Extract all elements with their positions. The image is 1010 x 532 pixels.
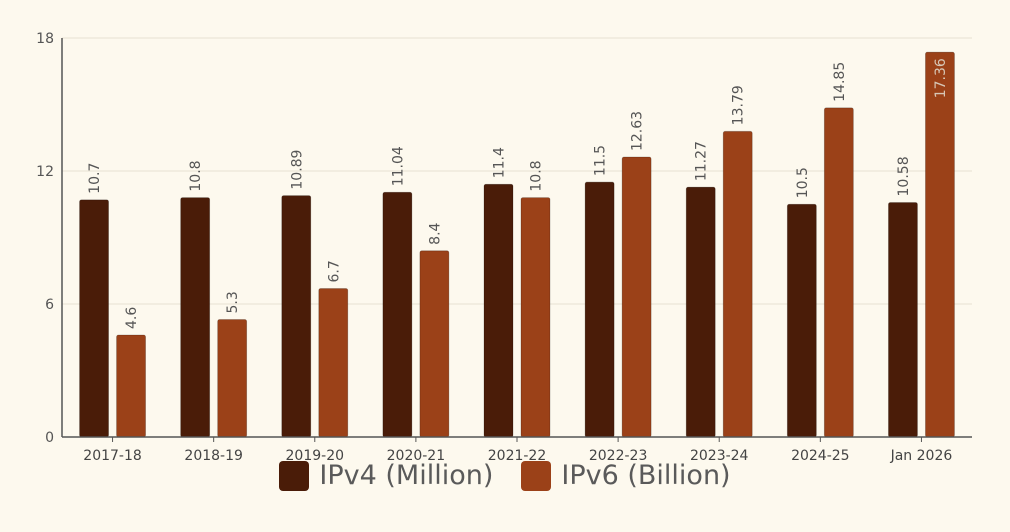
data-labels: 10.7 4.6 10.8 5.3 10.89 6.7 11.04 8.4 11.4 10.8 11… bbox=[87, 58, 949, 329]
data-label: 10.5 bbox=[795, 167, 811, 198]
data-label: 11.04 bbox=[390, 146, 406, 186]
bar bbox=[925, 51, 955, 438]
data-label: 5.3 bbox=[225, 291, 241, 313]
axes: 0 6 12 18 2017-18 2018-19 2019-20 2020-21 2021-2… bbox=[36, 31, 972, 464]
data-label: 4.6 bbox=[124, 307, 140, 329]
x-tick-label: Jan 2026 bbox=[890, 448, 953, 464]
y-tick-label: 0 bbox=[45, 430, 54, 446]
bar bbox=[419, 250, 450, 438]
bar bbox=[180, 197, 211, 438]
x-tick-label: 2022-23 bbox=[589, 448, 648, 464]
bar bbox=[281, 195, 312, 438]
data-label: 11.5 bbox=[593, 145, 609, 176]
x-tick-label: 2023-24 bbox=[690, 448, 749, 464]
data-label: 10.8 bbox=[188, 160, 204, 191]
data-label: 14.85 bbox=[832, 62, 848, 102]
data-label: 17.36 bbox=[933, 58, 949, 98]
data-label: 10.8 bbox=[529, 160, 545, 191]
y-tick-label: 12 bbox=[36, 164, 54, 180]
y-tick-label: 18 bbox=[36, 31, 54, 47]
data-label: 10.7 bbox=[87, 163, 103, 194]
data-label: 12.63 bbox=[630, 111, 646, 151]
bar bbox=[685, 186, 716, 438]
y-tick-label: 6 bbox=[45, 297, 54, 313]
legend-label-ipv6: IPv6 (Billion) bbox=[561, 460, 731, 491]
bar bbox=[786, 203, 817, 438]
data-label: 13.79 bbox=[731, 85, 747, 125]
gridlines bbox=[62, 37, 972, 305]
x-tick-label: 2024-25 bbox=[791, 448, 850, 464]
bar bbox=[520, 197, 551, 438]
x-tick-label: 2018-19 bbox=[184, 448, 243, 464]
bar bbox=[217, 319, 248, 438]
x-tick-label: 2020-21 bbox=[387, 448, 446, 464]
x-tick-label: 2019-20 bbox=[286, 448, 345, 464]
bar bbox=[318, 288, 349, 438]
data-label: 6.7 bbox=[326, 260, 342, 282]
legend-swatch-ipv6 bbox=[521, 460, 552, 491]
bar bbox=[584, 181, 615, 438]
x-tick-label: 2021-22 bbox=[488, 448, 547, 464]
x-tick-label: 2017-18 bbox=[83, 448, 142, 464]
bar bbox=[79, 199, 109, 438]
bar bbox=[888, 202, 918, 438]
bar bbox=[823, 107, 854, 438]
legend-item-ipv6[interactable]: IPv6 (Billion) bbox=[521, 460, 731, 491]
data-label: 8.4 bbox=[427, 222, 443, 244]
legend-swatch-ipv4 bbox=[279, 460, 310, 491]
bar bbox=[116, 334, 146, 438]
data-label: 11.4 bbox=[492, 147, 508, 178]
legend-label-ipv4: IPv4 (Million) bbox=[319, 460, 494, 491]
legend: IPv4 (Million) IPv6 (Billion) bbox=[0, 460, 1010, 491]
bar bbox=[483, 183, 514, 438]
legend-item-ipv4[interactable]: IPv4 (Million) bbox=[279, 460, 493, 491]
data-label: 10.89 bbox=[289, 150, 305, 190]
bar bbox=[382, 191, 413, 438]
bar bbox=[621, 156, 652, 438]
data-label: 11.27 bbox=[694, 141, 710, 181]
bar bbox=[722, 130, 753, 438]
data-label: 10.58 bbox=[896, 156, 912, 196]
bars bbox=[79, 51, 955, 438]
